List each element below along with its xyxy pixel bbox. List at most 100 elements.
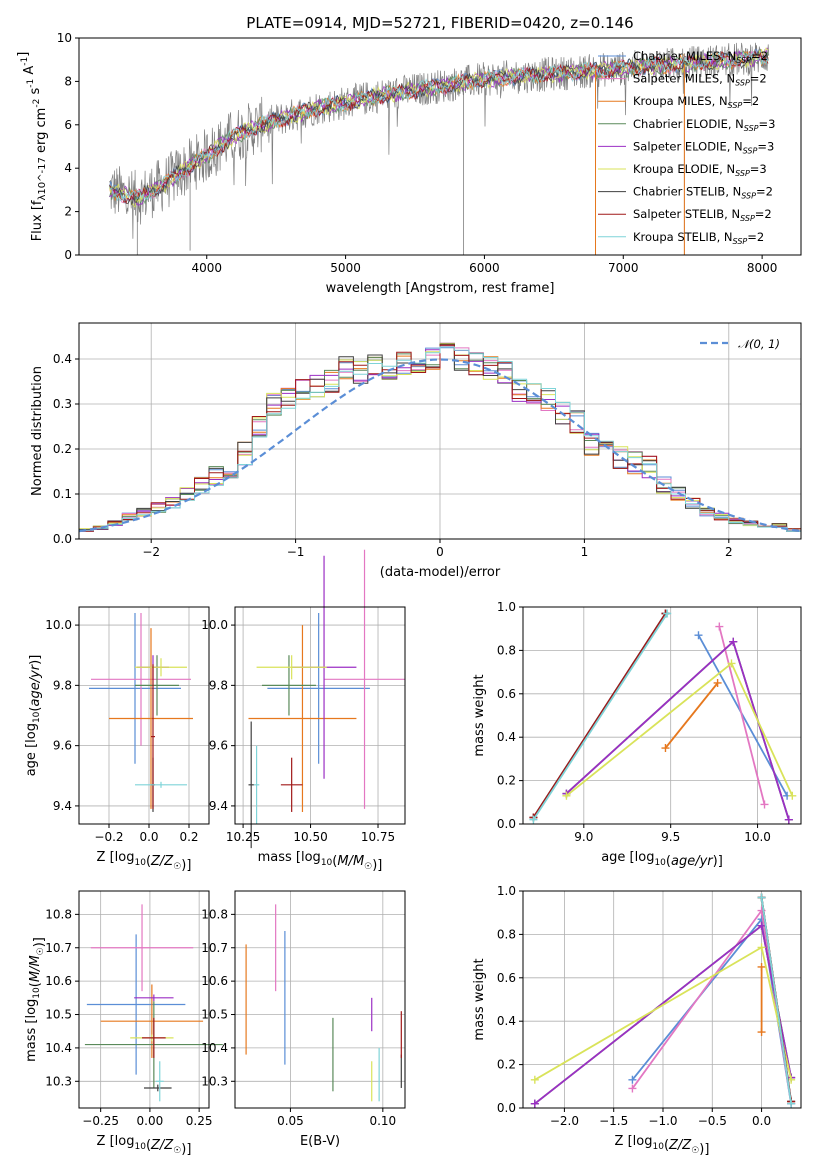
data-point-marker [788,791,797,800]
x-tick-label: 0.00 [137,1114,164,1128]
y-tick-label: 0.8 [497,643,516,657]
x-tick-label: −2 [142,545,160,559]
errorbar-kroupa-stelib [155,1061,164,1102]
x-tick-label: 2 [725,545,733,559]
normal-curve [78,358,802,533]
y-tick-label: 10.3 [201,1074,228,1088]
errorbar-kroupa-elodie [256,655,327,680]
data-point-marker [757,962,766,971]
data-point-marker [787,1099,796,1108]
spectrum-panel: 4000 5000 6000 7000 8000 0 2 4 6 8 10 wavelength [A… [16,31,802,296]
x-tick-label: −0.25 [82,1114,119,1128]
data-point-marker [628,1084,637,1093]
data-point-marker [757,1028,766,1037]
data-point-marker [663,609,672,618]
y-tick-label: 10.5 [45,1008,72,1022]
model-spectrum-salpeter-elodie [109,47,769,207]
x-tick-label: 6000 [469,261,500,275]
y-tick-label: 10.6 [201,974,228,988]
x-tick-label: 0.0 [752,1114,771,1128]
y-tick-label: 10.5 [201,1008,228,1022]
axes-frame [234,606,406,825]
y-tick-label: 6 [64,118,72,132]
x-tick-label: 7000 [608,261,639,275]
mass-vs-Z-panel: −0.25 0.00 0.25 10.3 10.4 10.5 10.6 10.7 10.8 Z [… [24,890,223,1157]
x-tick-label: −1.5 [599,1114,628,1128]
y-tick-label: 10.0 [201,618,228,632]
x-tick-label: 0 [436,545,444,559]
x-tick-label: 0.10 [369,1114,396,1128]
y-tick-label: 10.7 [45,941,72,955]
legend-label: Kroupa MILES, NSSP=2 [633,94,759,110]
legend-label: Salpeter ELODIE, NSSP=3 [633,139,774,155]
series-line [532,613,667,818]
x-tick-label: −1 [287,545,305,559]
series-kroupa-stelib [757,893,796,1108]
residuals-legend: 𝒩(0, 1) [700,337,780,351]
series-kroupa-miles [757,962,766,1037]
y-tick-label: 10.8 [45,907,72,921]
errorbar-chabrier-stelib [144,1084,172,1092]
x-tick-label: 10.75 [361,830,395,844]
y-tick-label: 10.3 [45,1074,72,1088]
x-axis-label: E(B-V) [300,1134,340,1149]
age-vs-Z-panel: −0.2 0.0 0.2 9.4 9.6 9.8 10.0 Z [log10(Z/Z☉)] ag… [24,606,210,873]
data-point-marker [694,631,703,640]
errorbar-chabrier-elodie [261,655,316,716]
x-axis-label: mass [log10(M/M☉)] [258,850,383,873]
y-tick-label: 0 [64,248,72,262]
errorbar-chabrier-miles [267,613,370,764]
errorbar-chabrier-elodie [135,655,179,716]
axes-frame [522,606,802,825]
series-salpeter-miles [628,906,796,1108]
y-tick-label: 0.8 [497,927,516,941]
errorbar-salpeter-stelib [142,1017,166,1058]
y-tick-label: 10.6 [45,974,72,988]
y-axis-label: Normed distribution [30,366,45,496]
histogram-salpeter-stelib [79,344,801,532]
x-tick-label: 9.5 [661,830,680,844]
y-tick-label: 10.7 [201,941,228,955]
errorbar-kroupa-stelib [253,745,260,824]
x-tick-label: 10.50 [293,830,327,844]
data-point-marker [530,1099,539,1108]
errorbar-chabrier-miles [86,934,186,1075]
series-chabrier-elodie [562,637,793,824]
model-spectrum-kroupa-stelib [109,51,769,202]
y-tick-label: 1.0 [497,884,516,898]
y-tick-label: 10.0 [45,618,72,632]
spectrum-plot-area [109,42,770,255]
x-tick-label: −2.0 [550,1114,579,1128]
legend-label: Chabrier MILES, NSSP=2 [633,49,768,65]
x-tick-label: 0.2 [179,830,198,844]
y-tick-label: 4 [64,161,72,175]
y-axis-label: mass [log10(M/M☉)] [24,937,47,1062]
x-tick-label: 8000 [747,261,778,275]
y-tick-label: 1.0 [497,600,516,614]
errorbar-kroupa-stelib [135,781,187,788]
axes-frame [522,890,802,1109]
y-tick-label: 0.0 [497,817,516,831]
series-kroupa-elodie [562,659,797,800]
data-point-marker [713,678,722,687]
y-axis-label: Flux [fλ10^-17 erg cm-2 s-1 A-1] [16,52,49,242]
x-tick-label: −0.5 [698,1114,727,1128]
x-tick-label: 0.0 [139,830,158,844]
x-tick-label: 4000 [191,261,222,275]
legend-label: Salpeter STELIB, NSSP=2 [633,207,772,223]
x-axis-label: Z [log10(Z/Z☉)] [97,850,192,873]
y-tick-label: 0.4 [53,352,72,366]
y-tick-label: 0.0 [53,532,72,546]
age-vs-mass-panel: 10.25 10.50 10.75 9.4 9.6 9.8 10.0 mass [log10(… [201,549,406,873]
model-spectrum-chabrier-stelib [109,48,769,205]
data-point-marker [757,921,766,930]
y-tick-label: 0.6 [497,971,516,985]
legend-label: Chabrier STELIB, NSSP=2 [633,185,773,201]
data-point-marker [715,622,724,631]
y-tick-label: 9.8 [53,678,72,692]
y-axis-label: age [log10(age/yr)] [24,655,43,777]
x-tick-label: −1.0 [648,1114,677,1128]
data-point-marker [757,943,766,952]
legend-label: 𝒩(0, 1) [738,337,780,351]
